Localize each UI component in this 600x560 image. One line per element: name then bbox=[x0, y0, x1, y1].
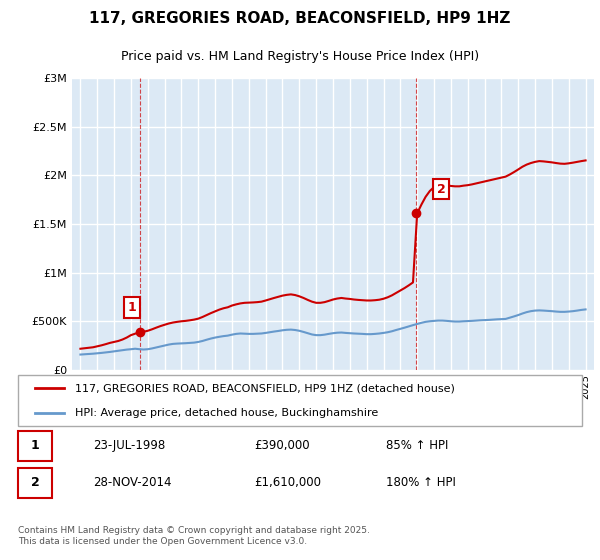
Text: 23-JUL-1998: 23-JUL-1998 bbox=[92, 440, 165, 452]
FancyBboxPatch shape bbox=[18, 431, 52, 461]
Text: 117, GREGORIES ROAD, BEACONSFIELD, HP9 1HZ (detached house): 117, GREGORIES ROAD, BEACONSFIELD, HP9 1… bbox=[76, 383, 455, 393]
Text: £1,610,000: £1,610,000 bbox=[254, 477, 321, 489]
Text: HPI: Average price, detached house, Buckinghamshire: HPI: Average price, detached house, Buck… bbox=[76, 408, 379, 418]
Text: 28-NOV-2014: 28-NOV-2014 bbox=[92, 477, 171, 489]
Text: 2: 2 bbox=[31, 477, 40, 489]
Text: £390,000: £390,000 bbox=[254, 440, 310, 452]
FancyBboxPatch shape bbox=[18, 468, 52, 498]
Text: Price paid vs. HM Land Registry's House Price Index (HPI): Price paid vs. HM Land Registry's House … bbox=[121, 50, 479, 63]
Text: 117, GREGORIES ROAD, BEACONSFIELD, HP9 1HZ: 117, GREGORIES ROAD, BEACONSFIELD, HP9 1… bbox=[89, 11, 511, 26]
Text: 180% ↑ HPI: 180% ↑ HPI bbox=[386, 477, 456, 489]
Text: Contains HM Land Registry data © Crown copyright and database right 2025.
This d: Contains HM Land Registry data © Crown c… bbox=[18, 526, 370, 546]
Text: 1: 1 bbox=[31, 440, 40, 452]
FancyBboxPatch shape bbox=[18, 375, 582, 426]
Text: 85% ↑ HPI: 85% ↑ HPI bbox=[386, 440, 449, 452]
Text: 2: 2 bbox=[437, 183, 445, 195]
Text: 1: 1 bbox=[127, 301, 136, 314]
